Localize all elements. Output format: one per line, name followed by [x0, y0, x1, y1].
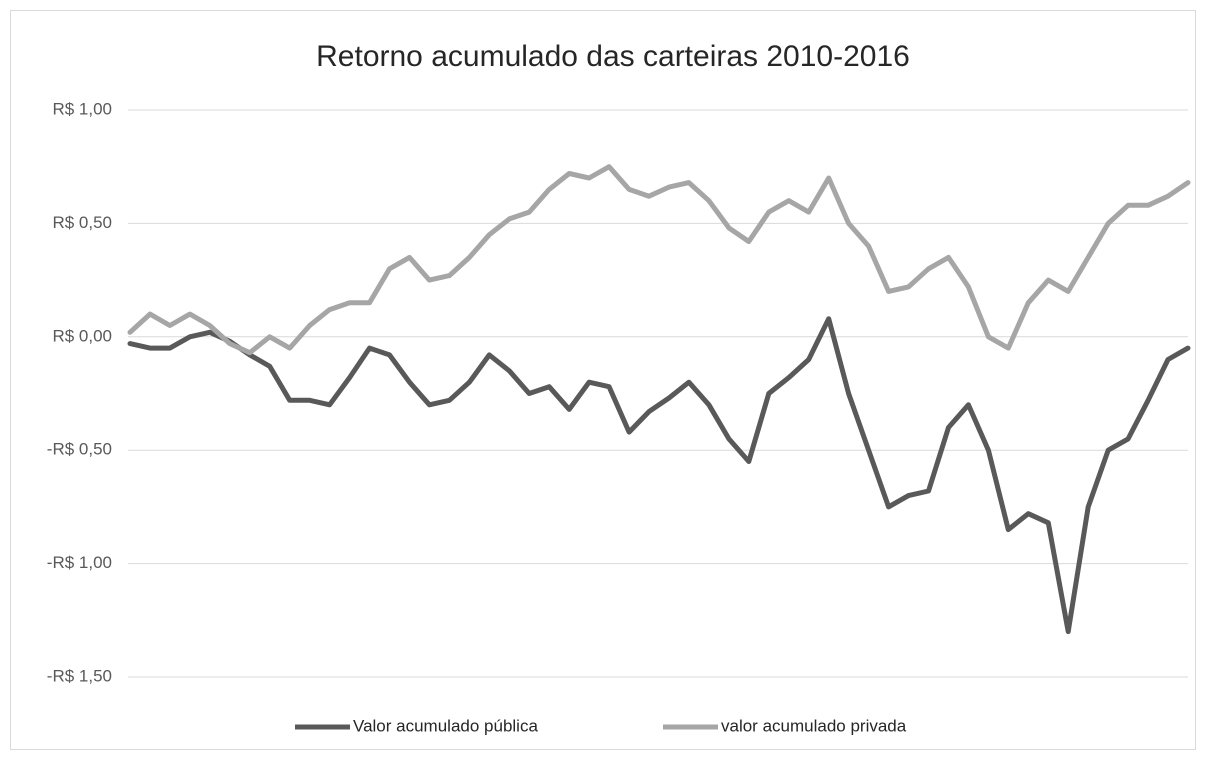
data-line	[127, 316, 1191, 635]
data-line	[127, 164, 1191, 356]
y-tick-label: R$ 1,00	[52, 99, 112, 118]
chart-title: Retorno acumulado das carteiras 2010-201…	[316, 40, 910, 73]
legend-label: valor acumulado privada	[721, 716, 907, 735]
legend-label: Valor acumulado pública	[353, 716, 538, 735]
y-tick-label: R$ 0,00	[52, 326, 112, 345]
chart-frame	[10, 10, 1196, 750]
y-tick-label: -R$ 0,50	[47, 440, 112, 459]
y-tick-label: -R$ 1,50	[47, 666, 112, 685]
y-tick-label: R$ 0,50	[52, 213, 112, 232]
y-tick-label: -R$ 1,00	[47, 553, 112, 572]
